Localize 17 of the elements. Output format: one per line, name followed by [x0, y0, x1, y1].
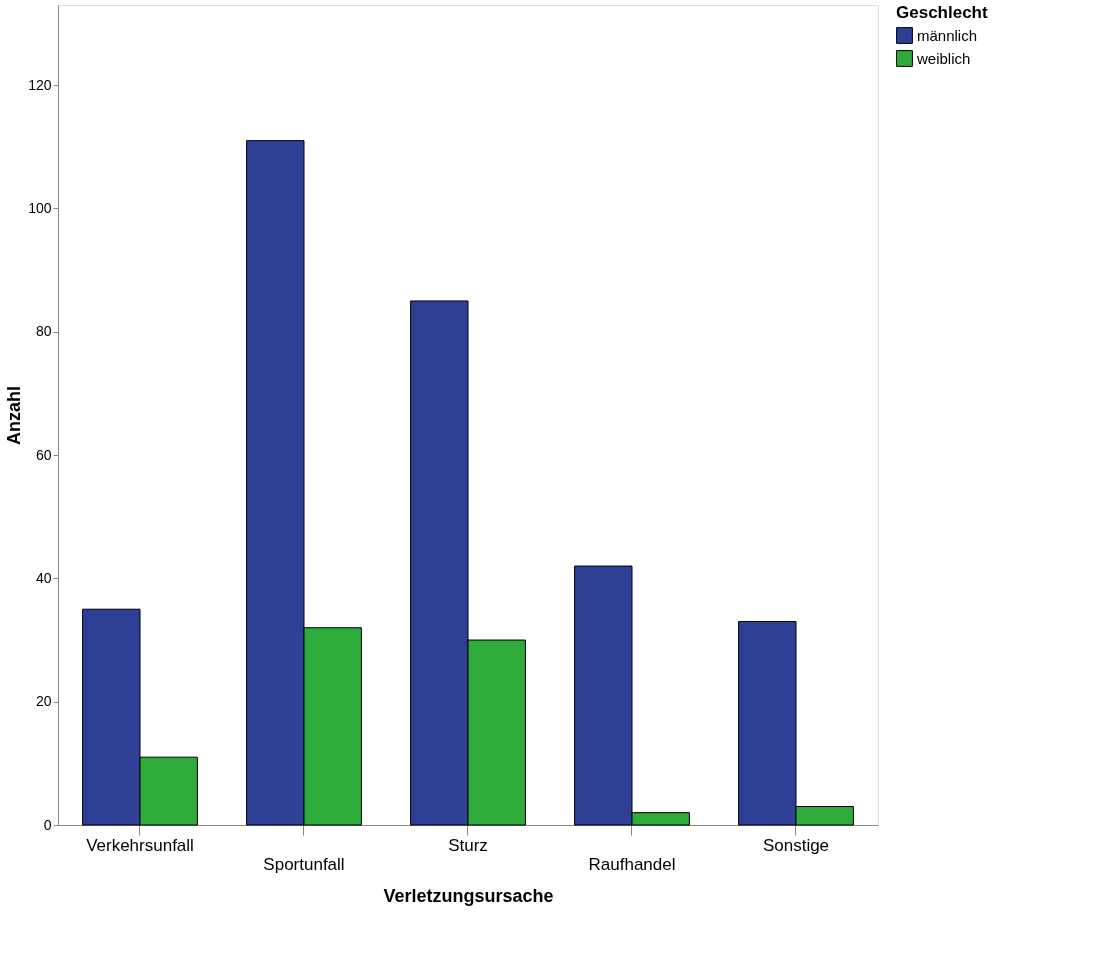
- y-tick-label: 0: [43, 816, 52, 833]
- x-tick-label: Sportunfall: [263, 854, 345, 874]
- y-tick-label: 60: [35, 446, 52, 463]
- y-tick-label: 80: [35, 323, 52, 340]
- legend-title: Geschlecht: [896, 3, 988, 22]
- y-tick-label: 20: [35, 693, 52, 710]
- legend-label: weiblich: [916, 49, 971, 67]
- x-tick-label: Verkehrsunfall: [86, 835, 194, 855]
- x-tick-label: Raufhandel: [588, 854, 676, 874]
- x-axis-title: Verletzungsursache: [383, 885, 554, 906]
- y-tick-label: 100: [28, 199, 52, 216]
- x-tick-label: Sturz: [448, 835, 488, 855]
- y-axis-title: Anzahl: [4, 385, 25, 446]
- y-tick-label: 40: [35, 569, 52, 586]
- y-tick-label: 120: [28, 76, 52, 93]
- x-tick-label: Sonstige: [762, 835, 830, 855]
- legend-label: männlich: [917, 26, 978, 44]
